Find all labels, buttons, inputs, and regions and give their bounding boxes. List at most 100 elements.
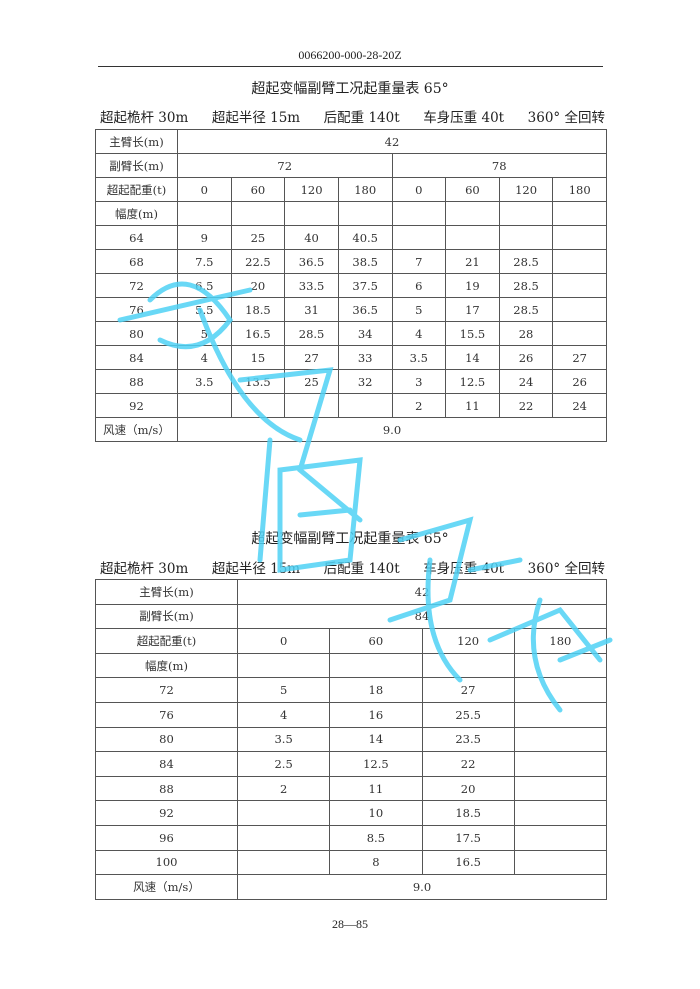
table-row: 76 4 16 25.5 [95,701,608,728]
row-label: 幅度(m) [95,652,238,679]
jib-value: 72 [177,153,393,178]
row-label: 幅度(m) [95,201,178,226]
radius-value: 88 [95,369,178,394]
empty-cell [421,652,515,679]
spec-item: 后配重 140t [323,561,400,577]
row-label: 超起配重(t) [95,628,238,654]
capacity-value: 16 [329,701,423,728]
radius-value: 80 [95,321,178,346]
empty-cell [513,652,608,679]
capacity-value: 23.5 [421,726,515,753]
empty-cell [445,201,500,226]
capacity-value: 33 [337,345,393,370]
capacity-value [230,393,286,418]
table1-specs: 超起桅杆 30m 超起半径 15m 后配重 140t 车身压重 40t 360° 全回转 [100,106,605,126]
radius-value: 92 [95,393,178,418]
empty-cell [284,201,339,226]
table-row: 72 5 18 27 [95,677,608,703]
load-table-1: 主臂长(m) 42 副臂长(m) 72 78 超起配重(t) 0 60 120 180 0 60 120… [95,129,607,442]
table-row: 主臂长(m) 42 [95,579,607,605]
table-row: 风速（m/s） 9.0 [95,417,607,442]
radius-value: 68 [95,249,178,274]
table-row: 72 6.5 20 33.5 37.5 6 19 28.5 [95,273,607,298]
capacity-value: 6.5 [177,273,232,298]
spec-item: 360° 全回转 [527,110,605,126]
table-row: 88 2 11 20 [95,775,608,802]
capacity-value: 16.5 [230,321,286,346]
radius-value: 92 [95,800,238,826]
spec-item: 超起半径 15m [211,110,301,126]
empty-cell [236,652,331,679]
capacity-value [498,225,554,250]
capacity-value: 28 [498,321,554,346]
capacity-value: 11 [445,393,500,418]
radius-value: 72 [95,677,238,703]
table-row: 76 5.5 18.5 31 36.5 5 17 28.5 [95,297,607,322]
capacity-value [236,849,331,876]
radius-value: 72 [95,273,178,298]
table-row: 96 8.5 17.5 [95,824,608,851]
capacity-value: 8.5 [329,824,423,851]
empty-cell [337,201,393,226]
table-row: 84 4 15 27 33 3.5 14 26 27 [95,345,607,370]
capacity-value: 32 [337,369,393,394]
capacity-value [391,225,447,250]
capacity-value: 2.5 [236,751,331,777]
capacity-value: 11 [329,775,423,802]
capacity-value: 18.5 [230,297,286,322]
radius-value: 84 [95,345,178,370]
capacity-value: 10 [329,800,423,826]
capacity-value: 5 [177,321,232,346]
capacity-value: 26 [552,369,607,394]
capacity-value: 24 [552,393,607,418]
capacity-value [513,849,608,876]
table-row: 副臂长(m) 72 78 [95,153,607,178]
spec-item: 超起桅杆 30m [100,110,189,126]
counterweight-value: 60 [329,628,423,654]
capacity-value: 24 [498,369,554,394]
capacity-value: 3.5 [391,345,447,370]
table-row: 幅度(m) [95,652,608,679]
capacity-value: 5.5 [177,297,232,322]
capacity-value [337,393,393,418]
capacity-value: 8 [329,849,423,876]
counterweight-value: 180 [552,177,607,202]
capacity-value: 6 [391,273,447,298]
table-row: 84 2.5 12.5 22 [95,751,608,777]
capacity-value: 27 [284,345,339,370]
capacity-value: 15.5 [445,321,500,346]
capacity-value: 18.5 [421,800,515,826]
spec-item: 超起半径 15m [211,561,301,577]
capacity-value [236,824,331,851]
capacity-value: 20 [230,273,286,298]
capacity-value: 27 [421,677,515,703]
radius-value: 88 [95,775,238,802]
capacity-value: 36.5 [337,297,393,322]
capacity-value: 31 [284,297,339,322]
empty-cell [498,201,554,226]
capacity-value: 4 [236,701,331,728]
capacity-value [513,800,608,826]
spec-item: 车身压重 40t [423,561,505,577]
table-row: 92 10 18.5 [95,800,608,826]
capacity-value: 22.5 [230,249,286,274]
capacity-value: 25 [284,369,339,394]
page-number: 28—85 [332,917,368,931]
capacity-value: 3 [391,369,447,394]
capacity-value [552,297,607,322]
capacity-value: 12.5 [329,751,423,777]
capacity-value [513,824,608,851]
capacity-value [552,273,607,298]
table-row: 幅度(m) [95,201,607,226]
counterweight-value: 0 [391,177,447,202]
table-row: 超起配重(t) 0 60 120 180 [95,628,608,654]
table-row: 风速（m/s） 9.0 [95,874,607,900]
radius-value: 76 [95,701,238,728]
radius-value: 84 [95,751,238,777]
spec-item: 后配重 140t [323,110,400,126]
row-label: 风速（m/s） [95,874,238,900]
document-code: 0066200-000-28-20Z [298,48,402,62]
capacity-value: 17.5 [421,824,515,851]
capacity-value: 40 [284,225,339,250]
capacity-value [552,225,607,250]
